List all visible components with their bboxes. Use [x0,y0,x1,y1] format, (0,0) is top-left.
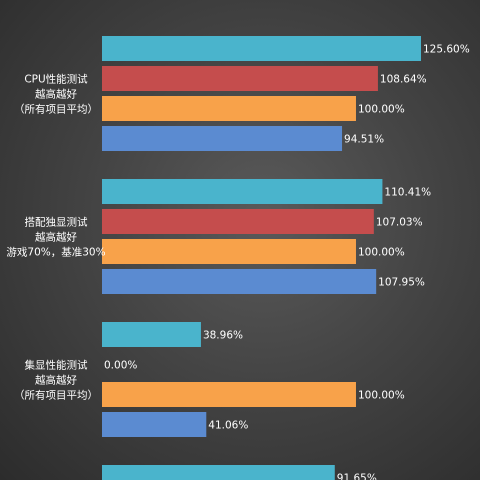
value-label: 125.60% [423,44,470,56]
bar [102,239,356,264]
bar [102,209,374,234]
value-label: 110.41% [384,187,431,199]
group-label-line: 越高越好 [35,374,77,387]
value-label: 107.03% [376,217,423,229]
group-label-line: 越高越好 [35,88,77,101]
group-label-line: 游戏70%，基准30% [6,246,105,259]
bar [102,412,207,437]
bar [102,269,377,294]
bar [102,96,356,121]
value-label: 100.00% [358,104,405,116]
value-label: 0.00% [104,360,137,372]
value-label: 91.65% [337,473,377,480]
bar [102,126,343,151]
bars-layer [102,36,421,480]
value-label: 108.64% [380,74,427,86]
bar [102,382,356,407]
value-label: 94.51% [344,134,384,146]
bar [102,36,421,61]
group-label-line: 越高越好 [35,231,77,244]
bar [102,179,383,204]
value-label: 100.00% [358,247,405,259]
bar [102,322,201,347]
group-label-line: （所有项目平均） [14,103,98,116]
value-label: 107.95% [378,277,425,289]
bar [102,465,335,480]
group-label-line: 搭配独显测试 [25,216,88,229]
group-label-line: 集显性能测试 [25,359,88,372]
group-label-line: CPU性能测试 [24,73,88,86]
value-label: 100.00% [358,390,405,402]
group-label-line: （所有项目平均） [14,389,98,402]
value-label: 41.06% [208,420,248,432]
bar [102,66,378,91]
value-label: 38.96% [203,330,243,342]
